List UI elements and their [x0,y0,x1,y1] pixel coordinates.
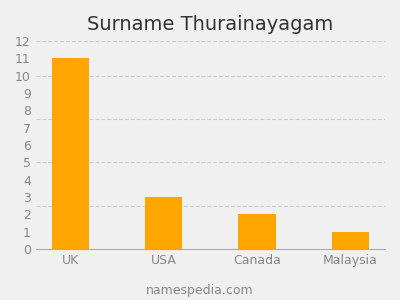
Bar [238,214,276,249]
Text: namespedia.com: namespedia.com [146,284,254,297]
Bar [52,58,89,249]
Title: Surname Thurainayagam: Surname Thurainayagam [87,15,334,34]
Bar [145,197,182,249]
Bar [332,232,369,249]
